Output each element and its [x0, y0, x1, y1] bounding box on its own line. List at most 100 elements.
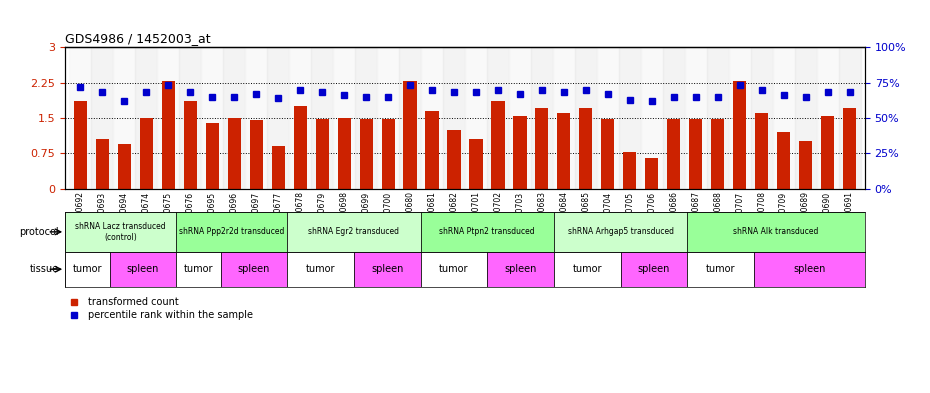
Text: shRNA Alk transduced: shRNA Alk transduced — [734, 228, 818, 236]
Bar — [228, 118, 241, 189]
Bar — [843, 108, 857, 189]
Text: protocol: protocol — [19, 227, 59, 237]
Bar — [338, 118, 351, 189]
FancyBboxPatch shape — [620, 252, 687, 287]
Text: percentile rank within the sample: percentile rank within the sample — [88, 310, 253, 320]
Text: GDS4986 / 1452003_at: GDS4986 / 1452003_at — [65, 31, 211, 44]
FancyBboxPatch shape — [754, 252, 865, 287]
Text: tissue: tissue — [30, 264, 59, 274]
Bar — [557, 113, 570, 189]
Text: spleen: spleen — [371, 264, 404, 274]
Text: transformed count: transformed count — [88, 297, 179, 307]
Bar — [184, 101, 197, 189]
Bar — [360, 119, 373, 189]
Bar — [118, 144, 131, 189]
Bar — [140, 118, 153, 189]
Text: tumor: tumor — [706, 264, 736, 274]
Bar — [333, 47, 355, 189]
Bar — [399, 47, 421, 189]
Bar — [821, 116, 834, 189]
Text: tumor: tumor — [183, 264, 213, 274]
Bar — [645, 158, 658, 189]
Bar — [470, 139, 483, 189]
Bar — [249, 120, 263, 189]
Bar — [96, 139, 109, 189]
FancyBboxPatch shape — [287, 212, 420, 252]
Bar — [162, 81, 175, 189]
Bar — [113, 47, 136, 189]
Bar — [377, 47, 399, 189]
Bar — [465, 47, 487, 189]
Bar — [799, 141, 812, 189]
Bar — [618, 47, 641, 189]
Text: spleen: spleen — [793, 264, 826, 274]
Bar — [223, 47, 246, 189]
Bar — [773, 47, 794, 189]
Bar — [751, 47, 773, 189]
Bar — [70, 47, 91, 189]
Text: spleen: spleen — [638, 264, 670, 274]
Bar — [817, 47, 839, 189]
Bar — [267, 47, 289, 189]
Bar — [312, 47, 333, 189]
FancyBboxPatch shape — [176, 252, 220, 287]
Bar — [601, 119, 615, 189]
FancyBboxPatch shape — [110, 252, 176, 287]
Bar — [684, 47, 707, 189]
Bar — [531, 47, 553, 189]
Bar — [553, 47, 575, 189]
Bar — [597, 47, 618, 189]
FancyBboxPatch shape — [65, 252, 110, 287]
Bar — [206, 123, 219, 189]
Bar — [641, 47, 663, 189]
FancyBboxPatch shape — [65, 212, 176, 252]
Bar — [289, 47, 312, 189]
FancyBboxPatch shape — [220, 252, 287, 287]
Text: shRNA Lacz transduced
(control): shRNA Lacz transduced (control) — [75, 222, 166, 242]
FancyBboxPatch shape — [687, 212, 865, 252]
Bar — [447, 130, 460, 189]
Text: tumor: tumor — [573, 264, 602, 274]
Text: tumor: tumor — [306, 264, 336, 274]
Text: spleen: spleen — [238, 264, 270, 274]
Bar — [711, 119, 724, 189]
Bar — [315, 119, 329, 189]
Bar — [425, 111, 439, 189]
Bar — [421, 47, 443, 189]
Bar — [487, 47, 509, 189]
FancyBboxPatch shape — [687, 252, 754, 287]
Bar — [381, 119, 394, 189]
FancyBboxPatch shape — [554, 212, 687, 252]
Bar — [755, 113, 768, 189]
Bar — [491, 101, 505, 189]
Bar — [404, 81, 417, 189]
Bar — [509, 47, 531, 189]
Bar — [272, 146, 285, 189]
FancyBboxPatch shape — [487, 252, 554, 287]
Bar — [839, 47, 860, 189]
FancyBboxPatch shape — [420, 252, 487, 287]
Text: shRNA Arhgap5 transduced: shRNA Arhgap5 transduced — [567, 228, 673, 236]
FancyBboxPatch shape — [420, 212, 554, 252]
Bar — [91, 47, 113, 189]
FancyBboxPatch shape — [354, 252, 420, 287]
Bar — [355, 47, 377, 189]
Bar — [667, 119, 681, 189]
Text: tumor: tumor — [73, 264, 102, 274]
Bar — [443, 47, 465, 189]
Bar — [136, 47, 157, 189]
FancyBboxPatch shape — [287, 252, 354, 287]
Bar — [179, 47, 201, 189]
Bar — [73, 101, 87, 189]
FancyBboxPatch shape — [176, 212, 287, 252]
Bar — [246, 47, 267, 189]
Text: spleen: spleen — [504, 264, 537, 274]
Text: shRNA Ptpn2 transduced: shRNA Ptpn2 transduced — [439, 228, 535, 236]
Text: shRNA Ppp2r2d transduced: shRNA Ppp2r2d transduced — [179, 228, 285, 236]
Text: shRNA Egr2 transduced: shRNA Egr2 transduced — [309, 228, 399, 236]
Text: tumor: tumor — [439, 264, 469, 274]
Bar — [663, 47, 684, 189]
Bar — [689, 119, 702, 189]
Bar — [513, 116, 526, 189]
Bar — [777, 132, 790, 189]
